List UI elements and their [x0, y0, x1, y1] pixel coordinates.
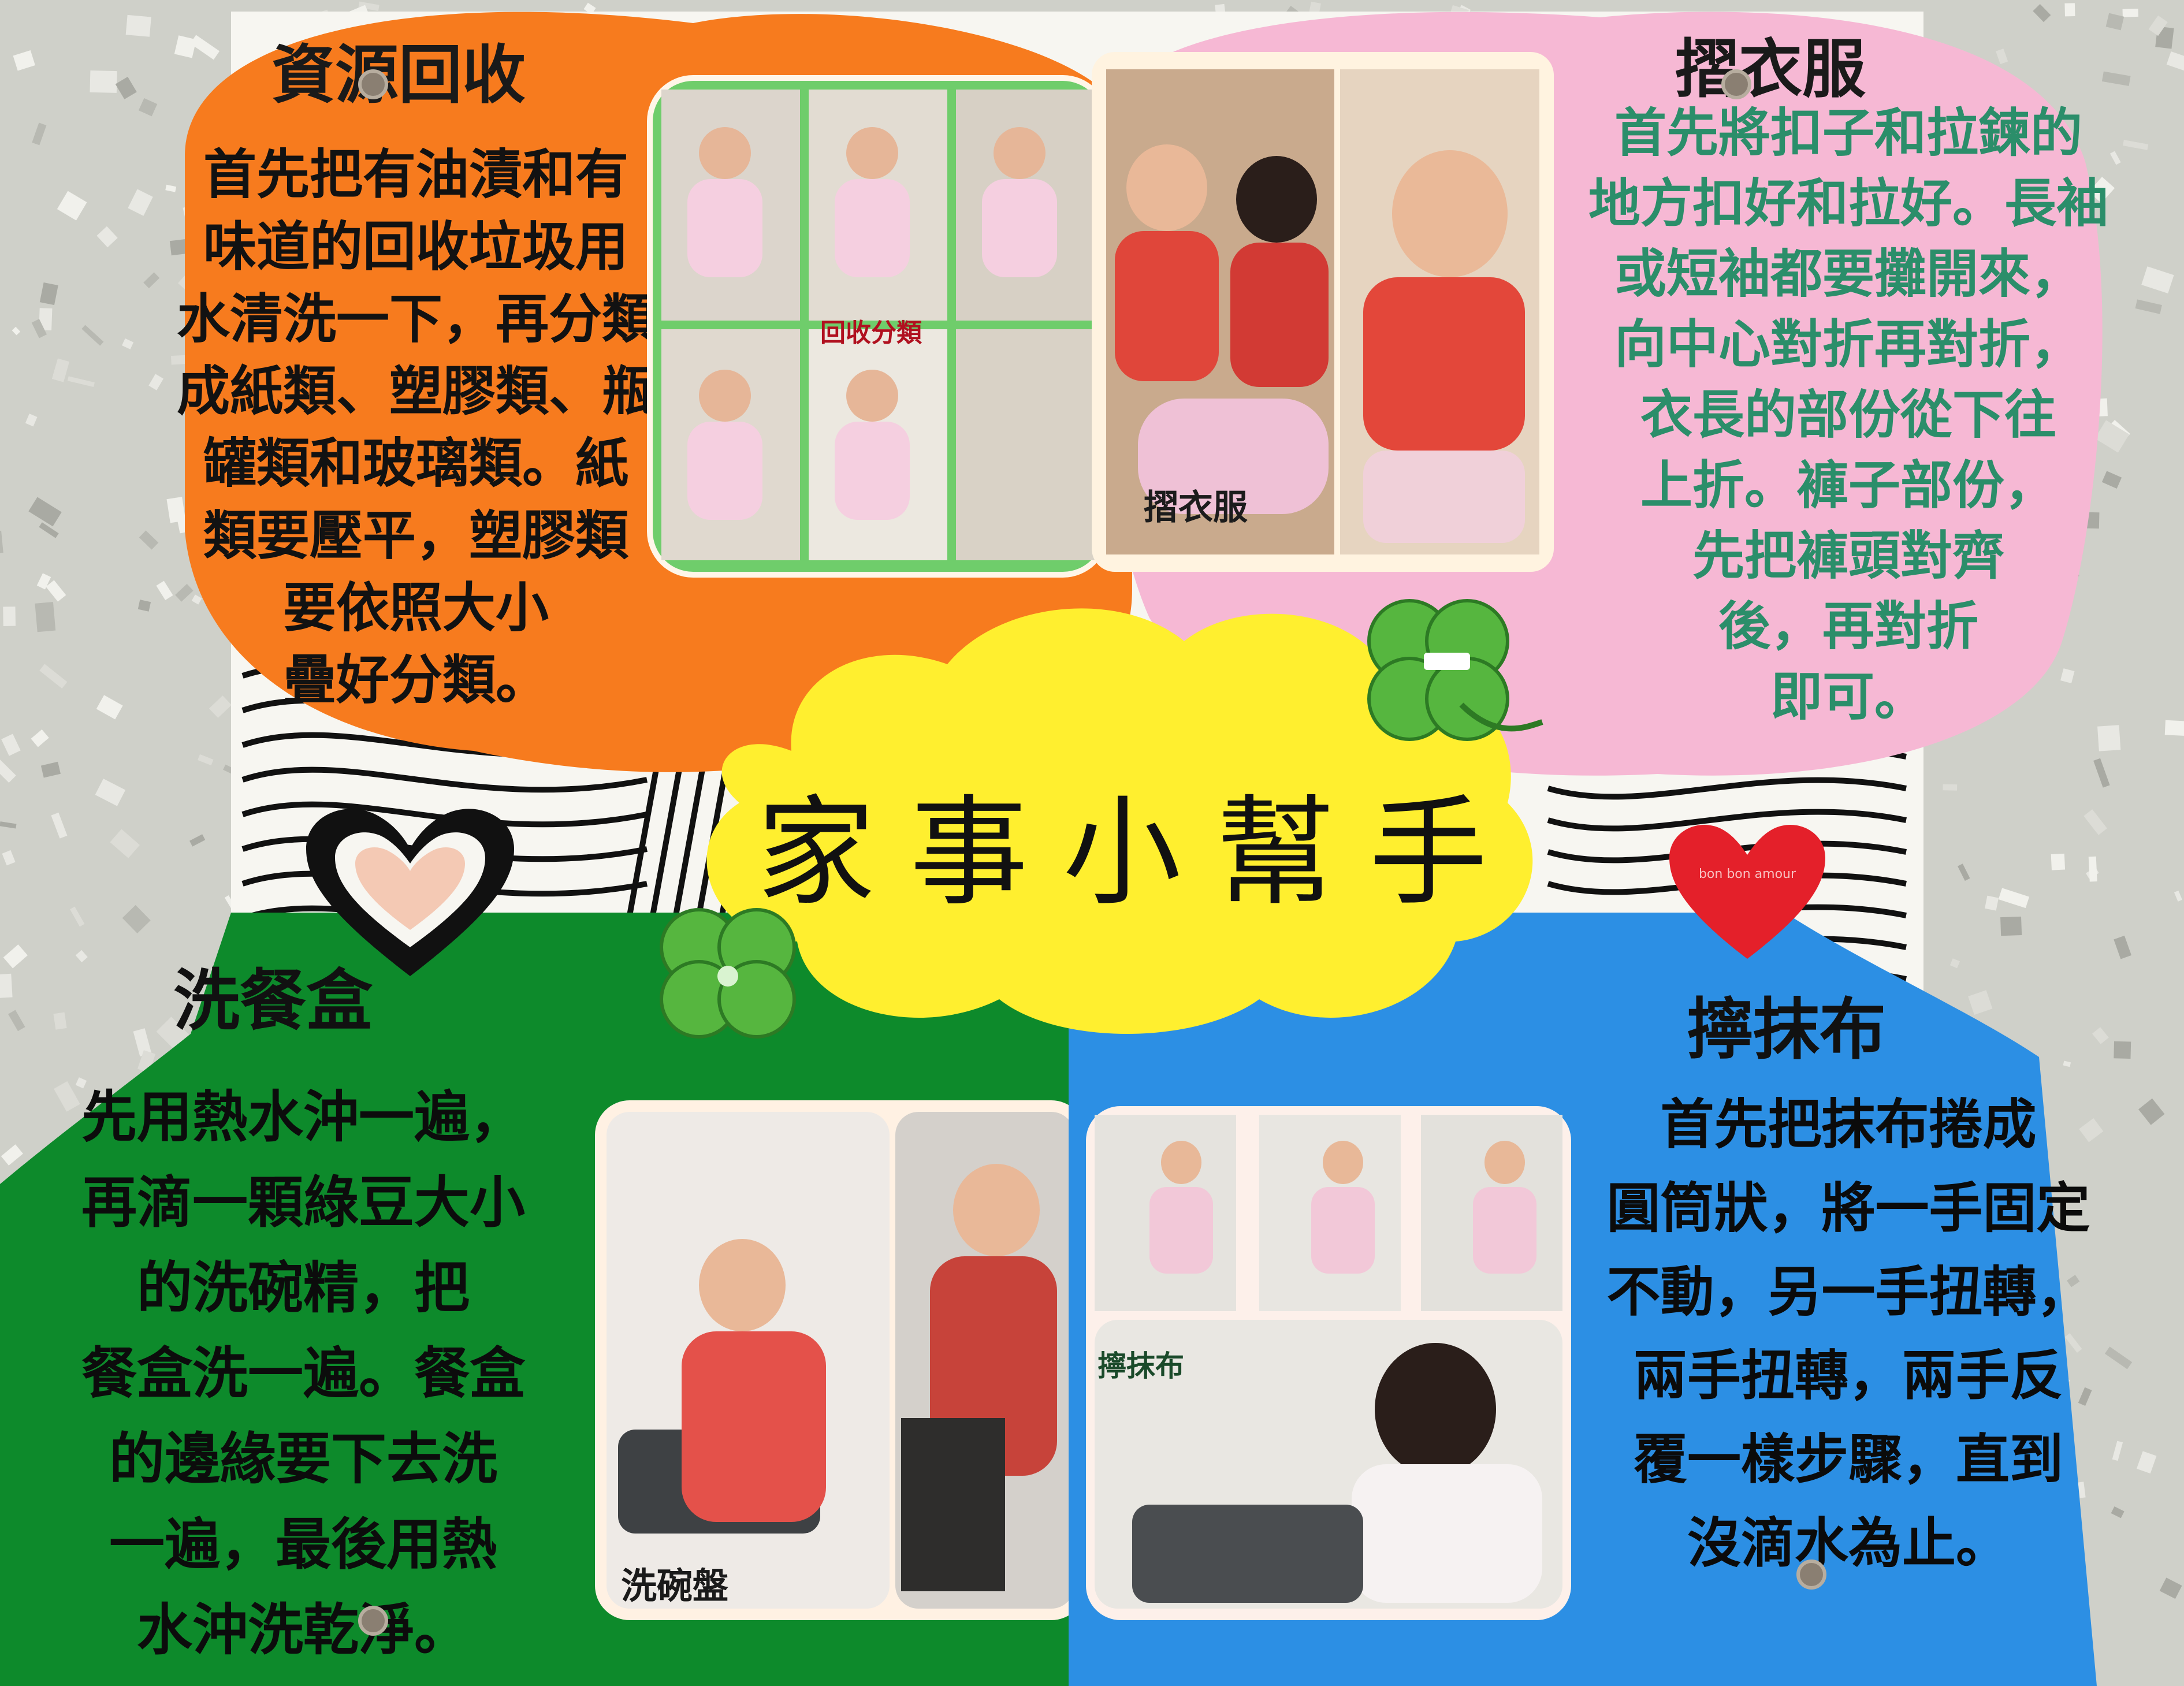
recycle-caption: 回收分類 [820, 318, 922, 348]
wring-cloth-body: 首先把抹布捲成 圓筒狀，將一手固定 不動，另一手扭轉， 兩手扭轉，兩手反 覆一樣… [1606, 1093, 2090, 1575]
wring-cloth-caption: 擰抹布 [1097, 1349, 1184, 1383]
fold-clothes-title: 摺衣服 [1675, 32, 1866, 106]
wring-cloth-photo-collage: 擰抹布 [1086, 1106, 1571, 1620]
wash-lunchbox-body: 先用熱水沖一遍， 再滴一顆綠豆大小 的洗碗精，把 餐盒洗一遍。餐盒 的邊緣要下去… [81, 1085, 525, 1662]
pushpin-hole [358, 1606, 388, 1636]
heart-sticker-text: bon bon amour [1699, 867, 1796, 881]
fold-clothes-photo-collage: 摺衣服 [1092, 52, 1554, 572]
photo [956, 329, 1095, 560]
pushpin-hole [1796, 1560, 1826, 1590]
pushpin-hole [358, 69, 388, 99]
wash-lunchbox-photo-collage: 洗碗盤 [595, 1100, 1086, 1620]
recycle-photo-collage: 回收分類 [647, 75, 1109, 578]
pushpin-hole [1721, 69, 1751, 99]
fold-clothes-body: 首先將扣子和拉鍊的 地方扣好和拉好。長袖 或短袖都要攤開來， 向中心對折再對折，… [1588, 103, 2108, 727]
recycle-body: 首先把有油漬和有 味道的回收垃圾用 水清洗一下，再分類 成紙類、塑膠類、瓶 罐類… [176, 144, 655, 711]
title-cloud [706, 608, 1533, 1034]
wring-cloth-title: 擰抹布 [1687, 991, 1887, 1069]
shamrock-icon [1367, 599, 1543, 741]
fold-clothes-caption: 摺衣服 [1144, 487, 1248, 528]
wash-lunchbox-caption: 洗碗盤 [621, 1565, 729, 1607]
heart-icon [306, 809, 514, 976]
poster-title: 家事小幫手 [757, 784, 1522, 922]
shamrock-icon [660, 908, 796, 1039]
wash-lunchbox-title: 洗餐盒 [173, 962, 373, 1040]
heart-icon: bon bon amour [1669, 825, 1825, 959]
recycle-title: 資源回收 [271, 38, 526, 112]
